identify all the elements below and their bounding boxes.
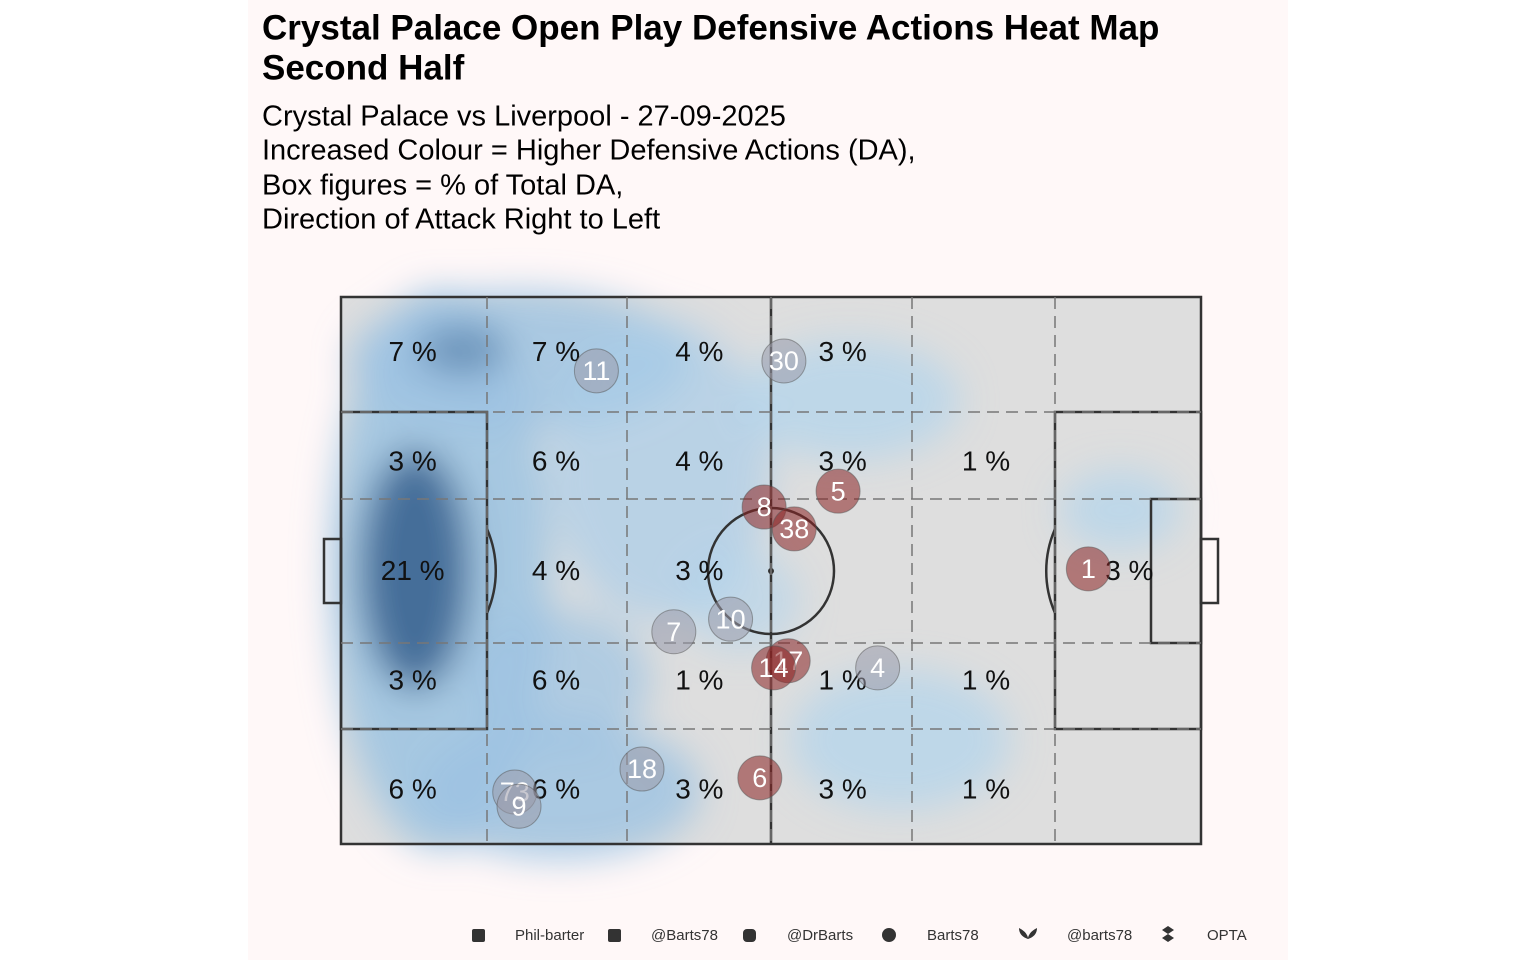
zone-label: 1 % xyxy=(675,664,723,695)
footer-text: OPTA xyxy=(1207,927,1247,944)
player-number: 8 xyxy=(757,492,772,522)
subtitle-line: Direction of Attack Right to Left xyxy=(262,204,660,236)
player-number: 38 xyxy=(779,514,809,544)
zone-label: 3 % xyxy=(389,445,437,476)
zone-label: 1 % xyxy=(962,445,1010,476)
player-number: 5 xyxy=(831,476,846,506)
footer-text: Barts78 xyxy=(927,927,979,944)
player-number: 9 xyxy=(512,791,527,821)
zone-label: 4 % xyxy=(675,336,723,367)
player-marker xyxy=(771,506,817,552)
zone-label: 7 % xyxy=(532,336,580,367)
player-number: 18 xyxy=(627,754,657,784)
pitch xyxy=(322,290,1220,860)
player-number: 4 xyxy=(870,653,885,683)
player-number: 30 xyxy=(769,346,799,376)
player-number: 6 xyxy=(752,763,767,793)
subtitle-line: Crystal Palace vs Liverpool - 27-09-2025 xyxy=(262,101,786,133)
zone-label: 6 % xyxy=(532,664,580,695)
zone-label: 6 % xyxy=(532,445,580,476)
subtitle-line: Increased Colour = Higher Defensive Acti… xyxy=(262,135,916,167)
zone-label: 3 % xyxy=(675,774,723,805)
player-marker xyxy=(815,468,861,514)
zone-label: 7 % xyxy=(389,336,437,367)
player-number: 14 xyxy=(759,653,789,683)
player-number: 1 xyxy=(1081,554,1096,584)
footer: Phil-barter @Barts78 @DrBarts Barts78 @barts… xyxy=(472,926,1247,944)
zone-label: 3 % xyxy=(819,774,867,805)
zone-label: 6 % xyxy=(389,774,437,805)
zone-label: 1 % xyxy=(962,774,1010,805)
zone-label: 21 % xyxy=(381,555,445,586)
zone-label: 4 % xyxy=(675,445,723,476)
player-number: 10 xyxy=(716,604,746,634)
player-marker xyxy=(708,596,754,642)
footer-text: @barts78 xyxy=(1067,927,1132,944)
zone-label: 3 % xyxy=(819,336,867,367)
player-marker xyxy=(761,338,807,384)
title-line: Crystal Palace Open Play Defensive Actio… xyxy=(262,8,1159,47)
player-marker xyxy=(855,645,901,691)
zone-label: 3 % xyxy=(1105,555,1153,586)
footer-text: @Barts78 xyxy=(651,927,718,944)
player-number: 11 xyxy=(582,356,610,386)
footer-text: Phil-barter xyxy=(515,927,584,944)
title-line: Second Half xyxy=(262,48,465,87)
player-marker xyxy=(737,755,783,801)
zone-label: 3 % xyxy=(389,664,437,695)
player-number: 7 xyxy=(666,617,681,647)
zone-label: 1 % xyxy=(962,664,1010,695)
zone-label: 4 % xyxy=(532,555,580,586)
player-marker xyxy=(751,645,797,691)
heat-density xyxy=(330,290,1180,860)
zone-label: 3 % xyxy=(675,555,723,586)
player-marker xyxy=(573,348,619,394)
player-marker xyxy=(619,746,665,792)
player-marker xyxy=(496,783,542,829)
player-marker xyxy=(651,609,697,655)
player-marker xyxy=(1065,546,1111,592)
footer-text: @DrBarts xyxy=(787,927,853,944)
subtitle-line: Box figures = % of Total DA, xyxy=(262,170,623,202)
